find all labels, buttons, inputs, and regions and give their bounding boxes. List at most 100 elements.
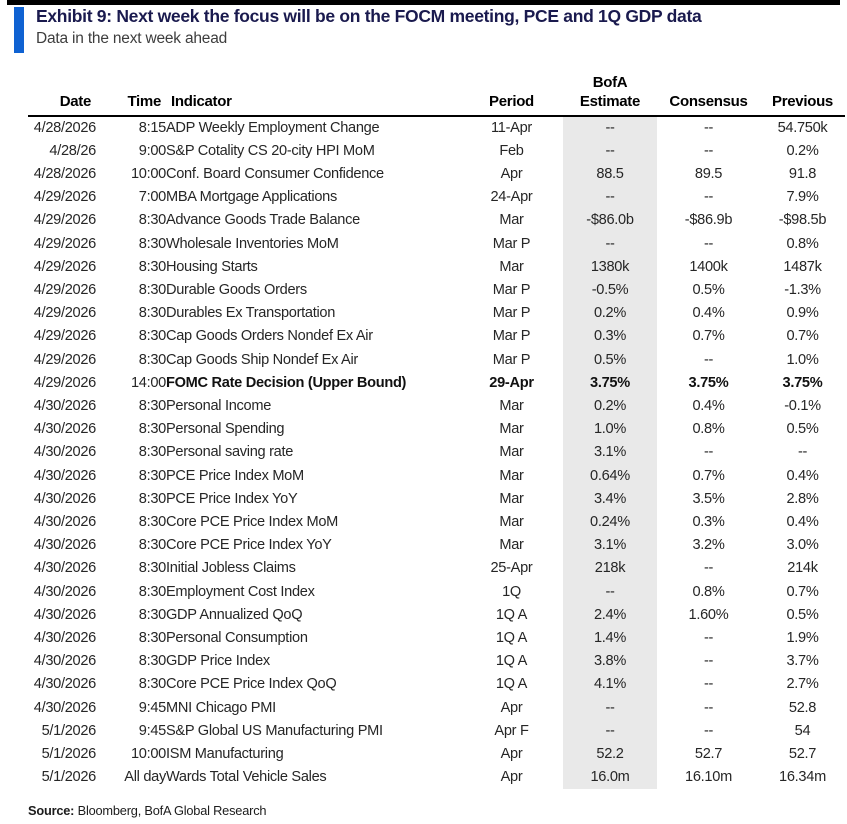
table-row: 4/30/2026 8:30 Core PCE Price Index YoY Mar… (28, 534, 845, 558)
cell-date: 4/30/2026 (33, 467, 96, 484)
cell-consensus: -- (703, 351, 714, 368)
column-header-bofa-line1: BofA (592, 74, 628, 91)
cell-period: Apr (500, 769, 523, 786)
column-header-date: Date (28, 74, 96, 117)
cell-consensus: 16.10m (685, 769, 732, 786)
table-row: 4/30/2026 8:30 Personal Spending Mar 1.0% 0.8… (28, 418, 845, 442)
table-row: 4/30/2026 8:30 Personal saving rate Mar 3.1%… (28, 441, 845, 465)
cell-period: Apr (500, 745, 523, 762)
cell-period: 1Q A (495, 676, 528, 693)
cell-date: 4/29/2026 (33, 212, 96, 229)
cell-period: Mar P (492, 351, 531, 368)
cell-indicator: Personal Spending (166, 421, 285, 438)
table-row: 4/30/2026 8:30 Core PCE Price Index MoM Mar… (28, 510, 845, 535)
cell-date: 4/29/2026 (33, 351, 96, 368)
table-row: 4/29/2026 8:30 Durable Goods Orders Mar P -0… (28, 278, 845, 303)
table-row: 4/30/2026 8:30 Employment Cost Index 1Q -- 0.… (28, 580, 845, 604)
cell-bofa: 3.1% (563, 534, 657, 558)
table-row: 5/1/2026 All day Wards Total Vehicle Sales… (28, 766, 845, 790)
cell-time: 10:00 (130, 745, 166, 762)
cell-bofa: -- (563, 719, 657, 743)
table-body: 4/28/2026 8:15 ADP Weekly Employment Chang… (28, 115, 845, 790)
table-row: 4/29/2026 8:30 Housing Starts Mar 1380k 1400k… (28, 255, 845, 279)
cell-consensus: -- (703, 142, 714, 159)
cell-period: 24-Apr (490, 189, 533, 206)
cell-date: 4/30/2026 (33, 676, 96, 693)
cell-bofa: 3.1% (563, 441, 657, 465)
table-row: 4/29/2026 8:30 Cap Goods Orders Nondef Ex … (28, 325, 845, 349)
cell-consensus: 3.2% (692, 537, 725, 554)
cell-previous: 7.9% (786, 189, 819, 206)
cell-date: 5/1/2026 (41, 769, 96, 786)
cell-time: 9:00 (138, 142, 166, 159)
cell-date: 4/29/2026 (33, 281, 96, 298)
cell-date: 4/30/2026 (33, 583, 96, 600)
cell-consensus: 3.5% (692, 490, 725, 507)
column-header-period: Period (460, 74, 563, 117)
cell-indicator: PCE Price Index MoM (166, 467, 304, 484)
source-label: Source: (28, 803, 75, 818)
cell-consensus: -- (703, 699, 714, 716)
cell-consensus: 0.8% (692, 421, 725, 438)
cell-period: Apr (500, 165, 523, 182)
cell-indicator: S&P Cotality CS 20-city HPI MoM (166, 142, 375, 159)
cell-date: 4/30/2026 (33, 653, 96, 670)
cell-indicator: Cap Goods Orders Nondef Ex Air (166, 328, 373, 345)
cell-previous: 54.750k (777, 119, 828, 136)
cell-previous: 0.4% (786, 467, 819, 484)
cell-previous: -- (797, 444, 808, 461)
cell-indicator: Personal Income (166, 397, 272, 414)
cell-period: Mar (499, 421, 524, 438)
cell-indicator: Personal Consumption (166, 629, 308, 646)
cell-consensus: 0.8% (692, 583, 725, 600)
cell-date: 4/28/26 (49, 142, 96, 159)
cell-previous: 52.7 (788, 745, 817, 762)
cell-date: 4/30/2026 (33, 629, 96, 646)
cell-time: All day (124, 769, 166, 786)
cell-period: Mar P (492, 305, 531, 322)
cell-bofa: 0.64% (563, 464, 657, 488)
table-row: 4/30/2026 9:45 MNI Chicago PMI Apr -- -- 52.8 (28, 696, 845, 720)
cell-period: 1Q A (495, 653, 528, 670)
cell-previous: 2.7% (786, 676, 819, 693)
cell-period: Mar (499, 444, 524, 461)
cell-bofa: -0.5% (563, 278, 657, 303)
source-line: Source: Bloomberg, BofA Global Research (28, 803, 267, 818)
cell-previous: 91.8 (788, 165, 817, 182)
top-rule-bar (7, 0, 840, 5)
cell-date: 4/29/2026 (33, 328, 96, 345)
cell-indicator: ISM Manufacturing (166, 745, 284, 762)
cell-bofa: -$86.0b (563, 209, 657, 233)
table-row: 4/30/2026 8:30 PCE Price Index MoM Mar 0.64%… (28, 464, 845, 488)
cell-consensus: -$86.9b (684, 212, 733, 229)
cell-date: 4/30/2026 (33, 537, 96, 554)
cell-indicator: ADP Weekly Employment Change (166, 119, 380, 136)
table-row: 4/29/2026 8:30 Cap Goods Ship Nondef Ex Ai… (28, 348, 845, 372)
cell-period: Apr (500, 699, 523, 716)
cell-previous: 3.75% (782, 374, 823, 391)
cell-time: 9:45 (138, 722, 166, 739)
cell-bofa: 0.2% (563, 302, 657, 326)
cell-consensus: -- (703, 653, 714, 670)
cell-bofa: -- (563, 186, 657, 210)
cell-date: 4/30/2026 (33, 444, 96, 461)
table-row: 4/28/2026 8:15 ADP Weekly Employment Chang… (28, 115, 845, 140)
cell-previous: 52.8 (788, 699, 817, 716)
cell-indicator: PCE Price Index YoY (166, 490, 298, 507)
cell-date: 4/29/2026 (33, 189, 96, 206)
cell-previous: 0.2% (786, 142, 819, 159)
cell-consensus: 0.4% (692, 397, 725, 414)
cell-bofa: 88.5 (563, 162, 657, 187)
cell-time: 8:30 (138, 305, 166, 322)
column-header-bofa-estimate: BofA Estimate (563, 74, 657, 117)
table-row: 4/29/2026 8:30 Advance Goods Trade Balance… (28, 209, 845, 233)
cell-consensus: 0.4% (692, 305, 725, 322)
cell-indicator: Conf. Board Consumer Confidence (166, 165, 384, 182)
table-row: 4/30/2026 8:30 Personal Income Mar 0.2% 0.4% -… (28, 394, 845, 419)
cell-time: 8:30 (138, 444, 166, 461)
cell-time: 14:00 (130, 374, 166, 391)
cell-previous: 54 (794, 722, 811, 739)
cell-period: Mar (499, 467, 524, 484)
cell-consensus: 0.7% (692, 328, 725, 345)
cell-consensus: 1.60% (688, 606, 729, 623)
